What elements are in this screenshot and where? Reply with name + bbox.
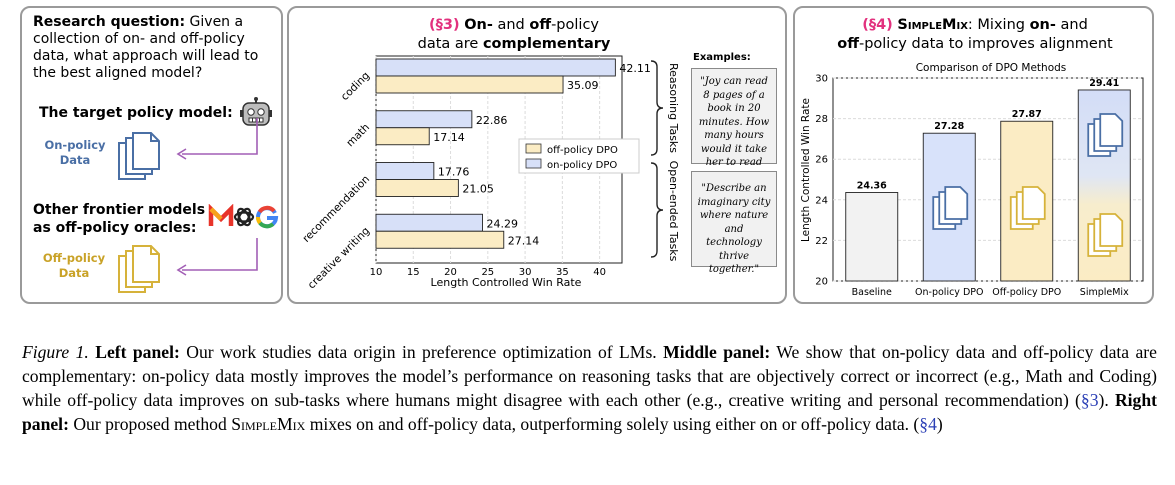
bar-value-label: 24.29 (487, 217, 519, 230)
example-open-ended: "Describe an imaginary city where nature… (691, 171, 777, 275)
bar-value-label: 29.41 (1089, 78, 1119, 89)
on-policy-document-stack-icon (932, 186, 969, 230)
y-tick-label: 22 (815, 236, 828, 247)
bar-off-policy (375, 75, 564, 94)
google-logo-icon (256, 205, 279, 229)
arrow-to-on-policy (176, 118, 258, 160)
on-policy-document-stack-icon (118, 132, 160, 180)
research-question: Research question: Given a collection of… (33, 14, 259, 81)
x-tick-label: 40 (593, 267, 606, 278)
category-label: Baseline (852, 287, 892, 298)
examples-title: Examples: (693, 52, 751, 63)
x-tick-label: 15 (407, 267, 420, 278)
bar-value-label: 35.09 (567, 79, 599, 92)
example-reasoning: "Joy can read 8 pages of a book in 20 mi… (691, 68, 777, 182)
x-tick-label: 25 (481, 267, 494, 278)
complementary-bar-chart: 42.11 35.09 22.86 17.14 17.76 21.05 24.29 27.14… (300, 55, 680, 291)
legend-off-policy: off-policy DPO (547, 145, 618, 156)
off-policy-document-stack-icon (1009, 186, 1046, 230)
bar-baseline (845, 192, 899, 282)
bar-value-label: 17.14 (433, 131, 465, 144)
open-ended-brace (650, 162, 664, 258)
bar-value-label: 27.87 (1012, 109, 1042, 120)
right-panel: (§4) SimpleMix: Mixing on- and off-polic… (793, 6, 1154, 304)
off-policy-document-stack-icon (1087, 213, 1124, 257)
bar-on-policy (375, 58, 616, 77)
x-tick-label: 30 (519, 267, 532, 278)
right-panel-title: (§4) SimpleMix: Mixing on- and off-polic… (837, 17, 1113, 52)
on-policy-data-label: On-policy Data (44, 138, 106, 167)
category-label: On-policy DPO (915, 287, 983, 298)
bar-value-label: 27.14 (508, 234, 539, 247)
bar-off-policy (375, 230, 505, 249)
section-3-link[interactable]: §3 (1080, 390, 1099, 410)
bar-on-policy (375, 213, 483, 232)
y-tick-label: 30 (815, 74, 828, 85)
x-tick-label: 20 (444, 267, 457, 278)
bar-value-label: 27.28 (934, 121, 964, 132)
target-policy-label: The target policy model: (39, 105, 233, 121)
x-axis-label: Length Controlled Win Rate (431, 276, 582, 289)
open-ended-tasks-label: Open-ended Tasks (667, 161, 680, 262)
legend-swatch-on-policy (525, 158, 542, 169)
frontier-models-label: Other frontier models as off-policy orac… (33, 202, 206, 236)
x-tick-label: 35 (556, 267, 569, 278)
category-label: coding (339, 70, 372, 103)
legend-swatch-off-policy (525, 143, 542, 154)
y-axis-label: Length Controlled Win Rate (800, 98, 812, 242)
arrow-to-off-policy (176, 238, 258, 276)
meta-logo-icon (208, 204, 234, 226)
middle-panel-title: (§3) On- and off-policy data are complem… (417, 17, 611, 52)
reasoning-brace (650, 60, 664, 156)
bar-off-policy (375, 179, 459, 197)
bar-value-label: 22.86 (476, 114, 508, 127)
category-label: math (344, 121, 372, 149)
figure-caption: Figure 1. Left panel: Our work studies d… (22, 342, 1157, 434)
x-tick-label: 10 (370, 267, 383, 278)
bar-value-label: 21.05 (462, 183, 494, 196)
reasoning-tasks-label: Reasoning Tasks (667, 63, 680, 153)
y-tick-label: 20 (815, 277, 828, 288)
off-policy-document-stack-icon (118, 245, 160, 293)
section-4-link[interactable]: §4 (919, 414, 937, 434)
dpo-comparison-bar-chart: Comparison of DPO Methods 24.36 27.28 27.8… (800, 62, 1144, 298)
on-policy-document-stack-icon (1087, 113, 1124, 157)
bar-value-label: 24.36 (857, 180, 887, 191)
bar-on-policy (375, 110, 473, 129)
off-policy-data-label: Off-policy Data (42, 251, 106, 280)
bar-value-label: 17.76 (438, 166, 470, 179)
chart-title: Comparison of DPO Methods (916, 62, 1067, 74)
y-tick-label: 28 (815, 114, 828, 125)
middle-panel: (§3) On- and off-policy data are complem… (287, 6, 787, 304)
left-panel: Research question: Given a collection of… (20, 6, 283, 304)
y-tick-label: 24 (815, 195, 828, 206)
bar-on-policy (375, 162, 435, 180)
bar-value-label: 42.11 (619, 62, 651, 75)
y-tick-label: 26 (815, 155, 828, 166)
category-label: SimpleMix (1080, 287, 1129, 298)
openai-logo-icon (233, 207, 255, 227)
chart-legend: off-policy DPO on-policy DPO (518, 138, 640, 174)
bar-off-policy (375, 127, 430, 146)
category-label: Off-policy DPO (992, 287, 1061, 298)
robot-icon (240, 97, 272, 126)
legend-on-policy: on-policy DPO (547, 160, 617, 171)
